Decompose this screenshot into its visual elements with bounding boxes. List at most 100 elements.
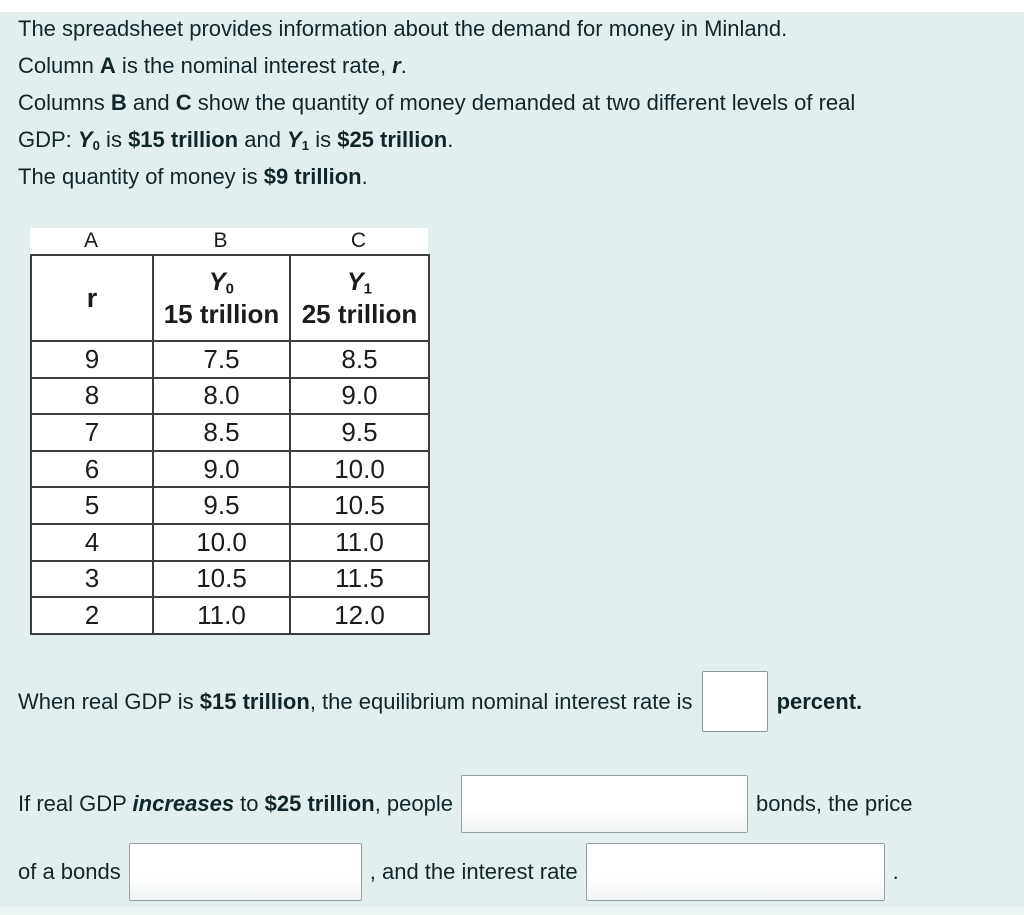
text-segment: $25 trillion xyxy=(337,127,448,152)
q2-text-mid: , and the interest rate xyxy=(370,859,578,885)
question-2-line-2: of a bonds , and the interest rate . xyxy=(18,843,899,901)
table-cell: 10.0 xyxy=(152,522,291,562)
text-segment: B xyxy=(110,90,127,115)
table-body: 9 7.5 8.5 8 8.0 9.0 7 8.5 9.5 6 9.0 10.0 5 9.5 10.5 4 10… xyxy=(30,340,430,635)
subscript: 0 xyxy=(92,137,100,153)
q1-text-after: percent. xyxy=(777,689,863,715)
table-cell: 7 xyxy=(30,413,154,452)
text-segment: show the quantity of money demanded at t… xyxy=(191,90,856,115)
text-segment: Y xyxy=(346,267,364,296)
question-1: When real GDP is $15 trillion, the equil… xyxy=(18,671,862,732)
q2-text-before: If real GDP increases to $25 trillion, p… xyxy=(18,791,453,817)
text-segment: The quantity of money is xyxy=(18,164,264,189)
table-cell: 12.0 xyxy=(289,596,430,635)
subscript: 1 xyxy=(363,279,373,297)
text-segment: and xyxy=(126,90,176,115)
table-cell: 11.5 xyxy=(289,559,430,599)
text-segment: When real GDP is xyxy=(18,688,200,714)
text-segment: Y xyxy=(77,127,93,152)
text-segment: A xyxy=(99,53,116,78)
table-row: 2 11.0 12.0 xyxy=(30,596,430,635)
spreadsheet-column-letters: A B C xyxy=(30,228,428,254)
header-cell-y1: Y1 25 trillion xyxy=(289,254,430,342)
bottom-strip xyxy=(0,907,1024,915)
table-cell: 2 xyxy=(30,596,154,635)
table-cell: 9.5 xyxy=(289,413,430,452)
text-segment: . xyxy=(361,164,368,189)
table-cell: 3 xyxy=(30,559,154,599)
q2-interest-rate-select[interactable] xyxy=(585,843,885,901)
text-segment: Y xyxy=(287,127,302,152)
text-segment: is xyxy=(99,127,129,152)
table-row: 4 10.0 11.0 xyxy=(30,522,430,562)
text-segment: r xyxy=(392,53,401,78)
intro-line-2: Column A is the nominal interest rate, r… xyxy=(18,47,1014,84)
text-segment: Columns xyxy=(18,90,111,115)
table-row: 7 8.5 9.5 xyxy=(30,413,430,452)
table-header-row: r Y0 15 trillion Y1 25 trillion xyxy=(30,254,430,342)
text-segment: The spreadsheet provides information abo… xyxy=(18,16,788,41)
table-cell: 9 xyxy=(30,340,154,379)
text-segment: to xyxy=(234,791,265,816)
text-segment: is the nominal interest rate, xyxy=(115,53,393,78)
table-cell: 6 xyxy=(30,449,154,489)
text-segment: $15 trillion xyxy=(128,127,239,152)
q1-interest-rate-input[interactable] xyxy=(701,671,768,732)
column-letter-c: C xyxy=(350,229,367,252)
text-segment: . xyxy=(892,859,899,884)
text-segment: bonds, the price xyxy=(755,791,913,816)
y1-label: 25 trillion xyxy=(301,298,418,329)
spreadsheet-image: A B C r Y0 15 trillion Y1 xyxy=(30,228,430,635)
text-segment: , people xyxy=(374,791,453,816)
text-segment: , the equilibrium nominal interest rate … xyxy=(309,688,693,714)
text-segment: Y xyxy=(208,267,226,296)
table-cell: 10.5 xyxy=(152,559,291,599)
table-cell: 4 xyxy=(30,522,154,562)
text-segment: C xyxy=(175,90,192,115)
table-cell: 7.5 xyxy=(152,340,291,379)
q1-text-before: When real GDP is $15 trillion, the equil… xyxy=(18,689,693,715)
header-cell-y0: Y0 15 trillion xyxy=(152,254,291,342)
table-row: 9 7.5 8.5 xyxy=(30,340,430,379)
q2-buy-sell-select[interactable] xyxy=(460,775,748,833)
top-strip xyxy=(0,0,1024,12)
text-segment: percent. xyxy=(776,688,863,714)
table-cell: 10.5 xyxy=(289,486,430,525)
column-letter-b: B xyxy=(213,229,228,252)
text-segment: is xyxy=(309,127,338,152)
table-cell: 5 xyxy=(30,486,154,525)
table-row: 6 9.0 10.0 xyxy=(30,449,430,489)
text-segment: GDP: xyxy=(18,127,78,152)
q2-text-period: . xyxy=(893,859,899,885)
table-cell: 10.0 xyxy=(289,449,430,489)
q2-text-after-box1: bonds, the price xyxy=(756,791,913,817)
table-cell: 8.5 xyxy=(152,413,291,452)
money-demand-table: r Y0 15 trillion Y1 25 trillion xyxy=(30,254,430,635)
text-segment: Column xyxy=(18,53,100,78)
text-segment: of a bonds xyxy=(18,859,121,884)
text-segment: increases xyxy=(132,791,235,816)
intro-line-3: Columns B and C show the quantity of mon… xyxy=(18,84,1014,121)
table-row: 3 10.5 11.5 xyxy=(30,559,430,599)
table-row: 5 9.5 10.5 xyxy=(30,486,430,525)
y0-label: 15 trillion xyxy=(163,298,280,329)
text-segment: . xyxy=(400,53,407,78)
q2-bond-price-select[interactable] xyxy=(128,843,362,901)
problem-statement: The spreadsheet provides information abo… xyxy=(18,10,1014,195)
table-cell: 9.0 xyxy=(289,376,430,416)
column-letter-a: A xyxy=(83,229,98,252)
intro-line-1: The spreadsheet provides information abo… xyxy=(18,10,1014,47)
text-segment: . xyxy=(447,127,454,152)
text-segment: and xyxy=(238,127,288,152)
intro-line-4: GDP: Y0 is $15 trillion and Y1 is $25 tr… xyxy=(18,121,1014,158)
table-cell: 11.0 xyxy=(289,522,430,562)
table-cell: 8 xyxy=(30,376,154,416)
table-cell: 9.5 xyxy=(152,486,291,525)
text-segment: $25 trillion xyxy=(264,791,375,816)
header-cell-r: r xyxy=(30,254,154,342)
subscript: 1 xyxy=(301,137,310,153)
table-cell: 9.0 xyxy=(152,449,291,489)
table-cell: 11.0 xyxy=(152,596,291,635)
question-2-line-1: If real GDP increases to $25 trillion, p… xyxy=(18,775,913,833)
table-cell: 8.0 xyxy=(152,376,291,416)
